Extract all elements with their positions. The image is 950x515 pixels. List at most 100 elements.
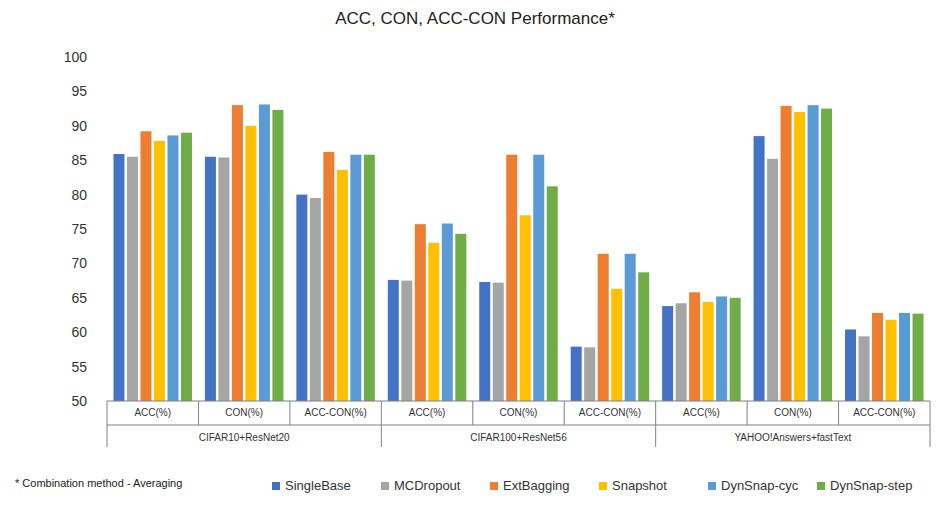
bar	[886, 320, 897, 401]
x-axis: ACC(%) CON(%) ACC-CON(%) ACC(%) CON(%) ACC-CO…	[107, 401, 930, 447]
bar	[506, 155, 517, 401]
x-tick-label: ACC-CON(%)	[579, 407, 641, 418]
bar	[598, 254, 609, 401]
bar	[272, 110, 283, 401]
bar	[218, 157, 229, 401]
y-tick-label: 80	[71, 187, 87, 203]
bar	[638, 272, 649, 401]
bar	[245, 126, 256, 401]
legend-label: ExtBagging	[503, 478, 570, 493]
bar	[754, 136, 765, 401]
bar	[533, 155, 544, 401]
bar	[547, 186, 558, 401]
legend-swatch	[599, 482, 607, 490]
bar	[781, 106, 792, 401]
category-tick	[472, 401, 473, 425]
bars	[113, 104, 923, 401]
category-tick	[289, 401, 290, 425]
bar	[625, 254, 636, 401]
bar	[232, 105, 243, 401]
category-tick	[198, 401, 199, 425]
x-tick-label: ACC(%)	[134, 407, 171, 418]
bar	[442, 223, 453, 401]
bar	[899, 313, 910, 401]
y-tick-label: 85	[71, 152, 87, 168]
bar	[364, 155, 375, 401]
y-tick-label: 100	[64, 49, 88, 65]
y-tick-label: 75	[71, 221, 87, 237]
bar	[794, 112, 805, 401]
bar	[127, 157, 138, 401]
legend: SingleBase MCDropout ExtBagging Snapshot Dyn…	[272, 478, 912, 493]
bar	[323, 152, 334, 401]
bar	[913, 314, 924, 401]
bar	[154, 141, 165, 401]
bar	[167, 135, 178, 401]
group-label: CIFAR100+ResNet56	[470, 432, 567, 443]
bar	[350, 155, 361, 401]
bar	[571, 347, 582, 401]
bar	[730, 298, 741, 401]
x-tick-label: ACC(%)	[683, 407, 720, 418]
title: ACC, CON, ACC-CON Performance*	[335, 9, 615, 28]
x-axis-line	[107, 401, 930, 402]
legend-swatch	[708, 482, 716, 490]
category-tick	[838, 401, 839, 425]
bar	[310, 198, 321, 401]
legend-label: Snapshot	[612, 478, 667, 493]
y-axis: 50 55 60 65 70 75 80 85 90 95 100	[64, 49, 88, 409]
group-separator	[107, 401, 108, 447]
y-tick-label: 65	[71, 290, 87, 306]
legend-label: SingleBase	[285, 478, 351, 493]
bar	[296, 195, 307, 401]
y-tick-label: 60	[71, 324, 87, 340]
bar	[401, 281, 412, 401]
y-tick-label: 50	[71, 393, 87, 409]
bar	[337, 170, 348, 401]
bar	[428, 243, 439, 401]
x-tick-label: ACC(%)	[409, 407, 446, 418]
x-tick-label: CON(%)	[225, 407, 263, 418]
bar	[415, 224, 426, 401]
bar	[859, 336, 870, 401]
bar	[205, 157, 216, 401]
bar	[259, 104, 270, 401]
bar	[703, 302, 714, 401]
bar	[181, 133, 192, 401]
bar	[872, 313, 883, 401]
bar	[611, 289, 622, 401]
group-separator	[930, 401, 931, 447]
y-tick-label: 95	[71, 83, 87, 99]
group-label: YAHOO!Answers+fastText	[734, 432, 851, 443]
y-tick-label: 55	[71, 359, 87, 375]
x-tick-label: CON(%)	[500, 407, 538, 418]
bar	[113, 154, 124, 401]
bar	[584, 347, 595, 401]
x-tick-label: CON(%)	[774, 407, 812, 418]
bar	[808, 105, 819, 401]
bar	[388, 280, 399, 401]
bar	[493, 283, 504, 401]
legend-label: DynSnap-cyc	[721, 478, 799, 493]
bar	[455, 234, 466, 401]
group-divider	[107, 425, 930, 426]
legend-swatch	[272, 482, 280, 490]
group-separator	[381, 401, 382, 447]
bar	[676, 303, 687, 401]
bar	[479, 282, 490, 401]
footnote: * Combination method - Averaging	[15, 477, 182, 489]
bar	[821, 109, 832, 401]
bar	[662, 306, 673, 401]
y-tick-label: 90	[71, 118, 87, 134]
legend-swatch	[381, 482, 389, 490]
x-tick-label: ACC-CON(%)	[853, 407, 915, 418]
group-separator	[655, 401, 656, 447]
legend-swatch	[817, 482, 825, 490]
bar	[716, 296, 727, 401]
group-label: CIFAR10+ResNet20	[199, 432, 290, 443]
legend-label: DynSnap-step	[830, 478, 912, 493]
legend-label: MCDropout	[394, 478, 461, 493]
y-tick-label: 70	[71, 255, 87, 271]
category-tick	[747, 401, 748, 425]
chart: ACC, CON, ACC-CON Performance* 50 55 60 65 70…	[0, 0, 950, 515]
